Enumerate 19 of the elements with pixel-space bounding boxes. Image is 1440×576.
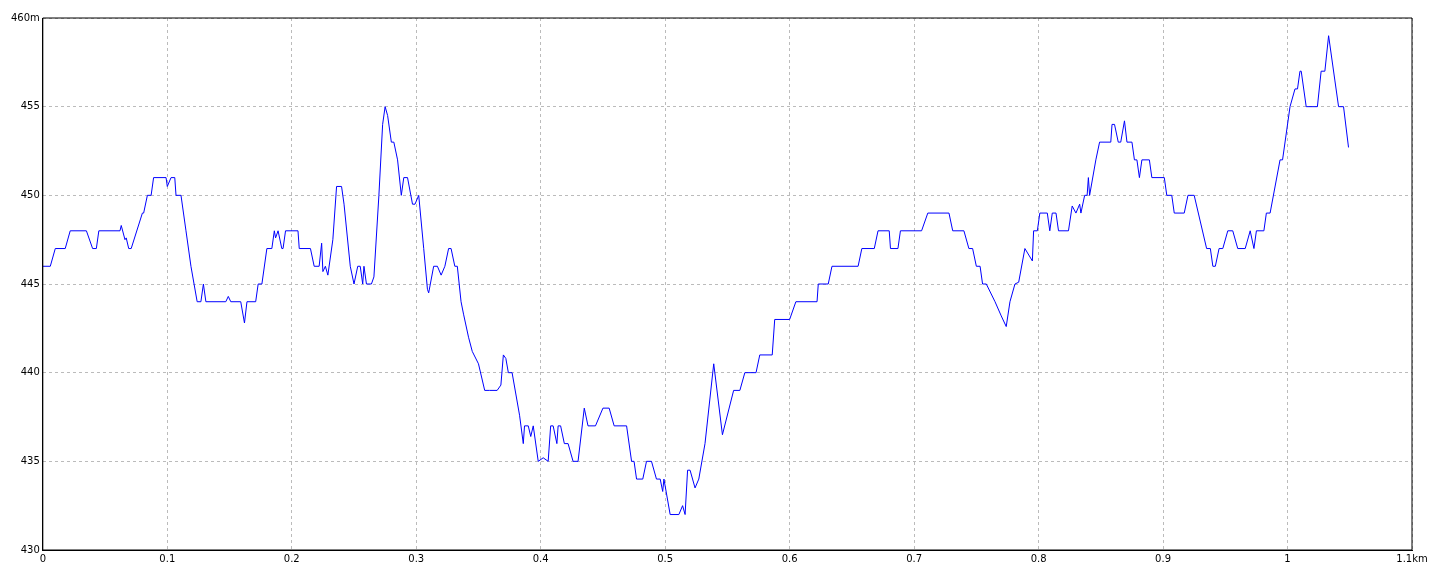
- y-tick-label: 455: [20, 100, 40, 112]
- x-tick-label: 0.2: [283, 552, 300, 564]
- y-tick-label: 445: [20, 277, 40, 289]
- x-tick-label: 0.1: [159, 552, 176, 564]
- x-tick-label: 0.3: [408, 552, 425, 564]
- x-tick-label: 0.6: [781, 552, 798, 564]
- y-tick-label: 460m: [11, 11, 40, 23]
- x-tick-label: 1.1km: [1396, 552, 1428, 564]
- y-tick-label: 450: [20, 188, 40, 200]
- y-tick-label: 435: [20, 454, 40, 466]
- x-tick-label: 1: [1284, 552, 1291, 564]
- x-tick-label: 0.7: [906, 552, 923, 564]
- x-tick-label: 0.5: [657, 552, 674, 564]
- x-tick-label: 0.4: [532, 552, 549, 564]
- y-tick-label: 430: [20, 543, 40, 555]
- x-tick-label: 0.9: [1155, 552, 1172, 564]
- x-tick-label: 0: [39, 552, 47, 564]
- x-tick-label: 0.8: [1030, 552, 1047, 564]
- y-tick-label: 440: [20, 366, 40, 378]
